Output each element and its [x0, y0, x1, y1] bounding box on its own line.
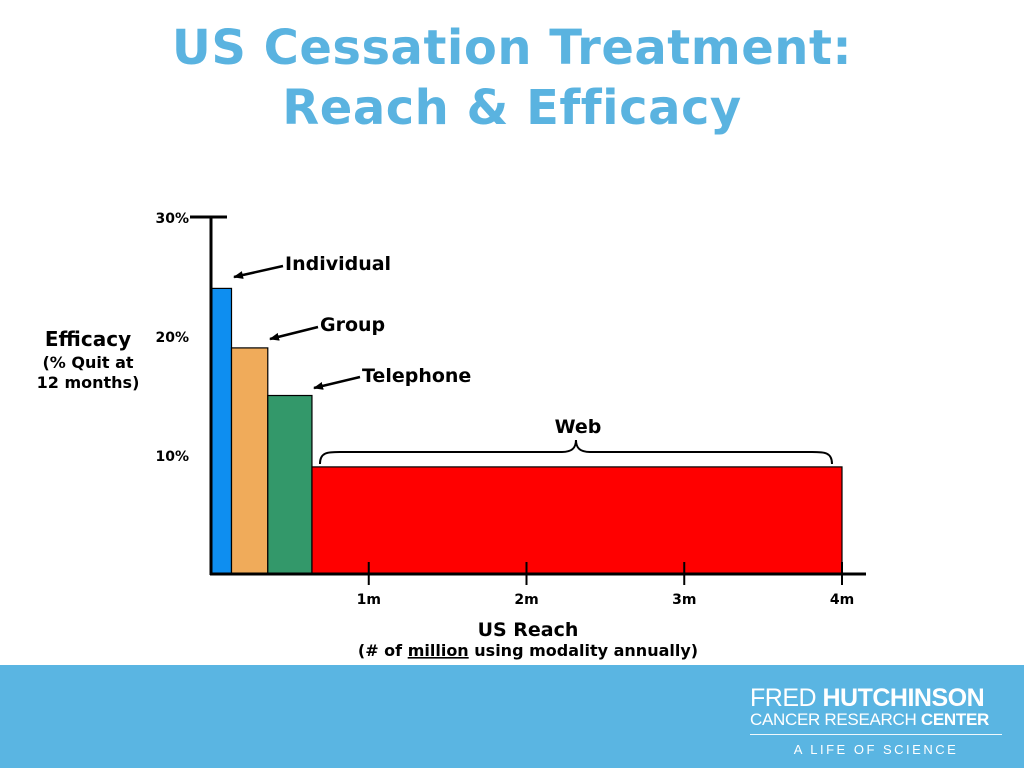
footer-bar: FRED HUTCHINSON CANCER RESEARCH CENTER A… [0, 665, 1024, 768]
x-axis-subtitle: (# of million using modality annually) [358, 641, 698, 660]
logo-line-1: FRED HUTCHINSON [750, 685, 1002, 711]
y-tick-label-10: 10% [155, 449, 189, 465]
x-axis-subtitle-underlined: million [408, 641, 469, 660]
title-line-2: Reach & Efficacy [282, 80, 742, 136]
bar-telephone [267, 394, 313, 575]
x-axis-subtitle-prefix: (# of [358, 641, 408, 660]
title-line-1: US Cessation Treatment: [171, 20, 853, 76]
logo-hutchinson: HUTCHINSON [822, 684, 985, 712]
bar-web [311, 466, 843, 575]
logo-cancer-research: CANCER RESEARCH [750, 710, 921, 729]
fred-hutchinson-logo: FRED HUTCHINSON CANCER RESEARCH CENTER A… [750, 685, 1002, 757]
bar-individual [210, 287, 233, 575]
arrow-group-icon [269, 325, 319, 341]
x-tick-label-4: 4m [830, 592, 854, 608]
logo-fred: FRED [750, 684, 823, 712]
arrow-individual-icon [233, 264, 284, 279]
bar-group [230, 347, 269, 575]
brace-web-icon [318, 439, 833, 465]
y-tick-label-30: 30% [155, 211, 189, 227]
annotation-telephone: Telephone [362, 365, 471, 387]
x-tick-label-1: 1m [357, 592, 381, 608]
y-axis-title: Efficacy [45, 327, 131, 351]
logo-tagline: A LIFE OF SCIENCE [793, 742, 959, 757]
x-axis-subtitle-suffix: using modality annually) [469, 641, 698, 660]
y-axis-subtitle-line-2: 12 months) [37, 373, 140, 392]
annotation-individual: Individual [285, 253, 391, 275]
annotation-group: Group [320, 314, 385, 336]
annotation-web: Web [555, 416, 602, 438]
x-axis-title: US Reach [478, 619, 579, 641]
logo-center: CENTER [920, 710, 989, 729]
x-tick-label-3: 3m [672, 592, 696, 608]
page-title: US Cessation Treatment: Reach & Efficacy [0, 18, 1024, 138]
logo-line-2: CANCER RESEARCH CENTER [750, 711, 1002, 729]
y-tick-label-20: 20% [155, 330, 189, 346]
arrow-telephone-icon [313, 375, 361, 390]
x-tick-label-2: 2m [514, 592, 538, 608]
logo-divider [750, 734, 1002, 735]
y-axis-subtitle-line-1: (% Quit at [42, 353, 133, 372]
